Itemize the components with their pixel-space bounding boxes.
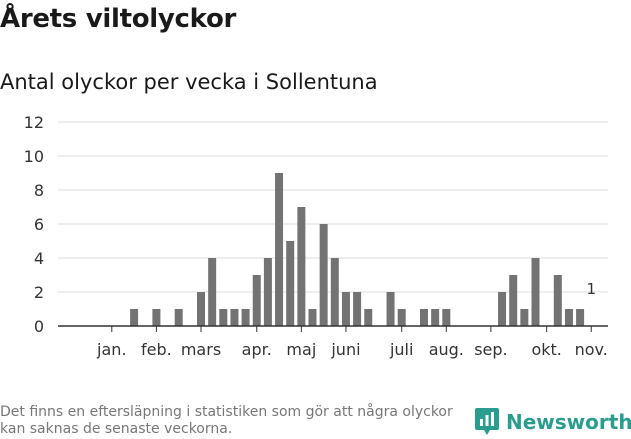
bar [564,309,573,326]
x-tick-label: apr. [242,340,272,359]
chart-subtitle: Antal olyckor per vecka i Sollentuna [0,70,378,94]
bar [263,258,272,326]
y-tick-label: 0 [34,317,44,336]
bar [174,309,183,326]
x-tick-label: aug. [429,340,464,359]
page-title: Årets viltolyckor [0,4,237,34]
bar [208,258,217,326]
bar [420,309,428,326]
bar [353,292,362,326]
bar [275,173,284,326]
x-tick-label: okt. [531,340,561,359]
y-tick-label: 8 [34,181,44,200]
bar [286,241,295,326]
x-tick-label: jan. [96,340,126,359]
brand-name: Newsworthy [506,410,631,434]
bar [442,309,451,326]
newsworthy-logo-icon [475,408,499,435]
bar [520,309,529,326]
bar [397,309,406,326]
bar [364,309,373,326]
y-tick-label: 4 [34,249,44,268]
bar [152,309,161,326]
x-tick-label: feb. [141,340,172,359]
bar [509,275,518,326]
y-tick-label: 2 [34,283,44,302]
bar [252,275,261,326]
y-tick-label: 6 [34,215,44,234]
footnote: Det finns en eftersläpning i statistiken… [0,404,453,437]
bar [230,309,239,326]
x-tick-label: maj [286,340,316,359]
data-label: 1 [586,280,596,298]
x-tick-label: mars [181,340,221,359]
bar [576,309,585,326]
bar [330,258,339,326]
bar [197,292,205,326]
bar [241,309,250,326]
bar [498,292,507,326]
bar [431,309,440,326]
x-tick-label: nov. [575,340,608,359]
bar [219,309,228,326]
x-tick-label: juli [389,340,413,359]
newsworthy-brand[interactable]: Newsworthy [474,406,631,438]
x-tick-label: sep. [474,340,507,359]
bar [553,275,562,326]
bar [341,292,350,326]
bar [130,309,139,326]
bar [386,292,395,326]
bar [308,309,317,326]
bar [531,258,540,326]
weekly-accidents-bar-chart: 0 2 4 6 8 10 12 1 jan. feb. mars apr. maj juni juli aug… [24,113,608,359]
y-tick-label: 12 [24,113,44,132]
bar [319,224,328,326]
x-tick-label: juni [330,340,360,359]
y-tick-label: 10 [24,147,44,166]
bar [297,207,306,326]
